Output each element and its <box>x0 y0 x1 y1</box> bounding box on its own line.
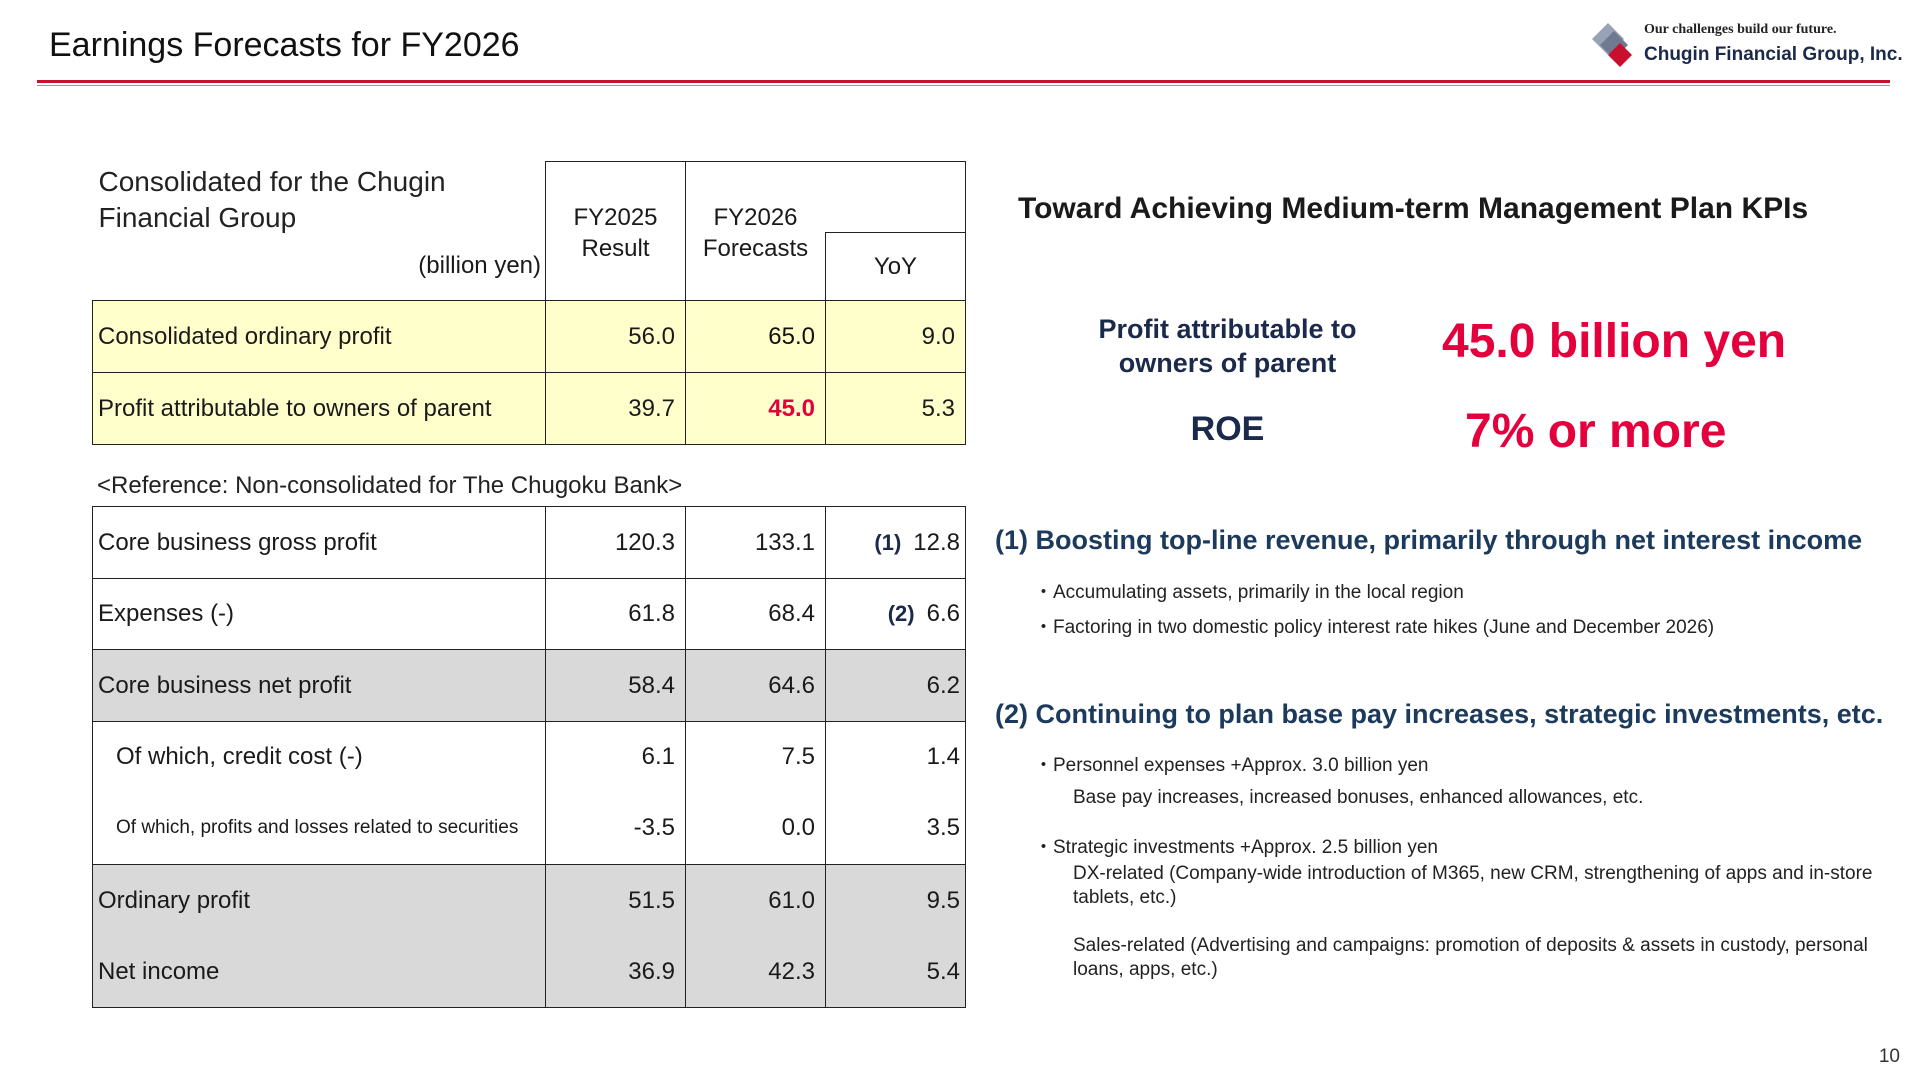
detail-text: Sales-related (Advertising and campaigns… <box>1073 935 1868 980</box>
non-consolidated-table: Core business gross profit 120.3 133.1 (… <box>92 506 966 1008</box>
row-label: Consolidated ordinary profit <box>92 300 546 373</box>
header-rule-thin <box>37 85 1890 86</box>
cell-yoy: 5.3 <box>825 372 966 445</box>
diamond-logo-icon <box>1592 23 1632 67</box>
company-tagline: Our challenges build our future. <box>1644 22 1837 37</box>
cell-fy2025: 51.5 <box>545 864 686 937</box>
cell-fy2026: 42.3 <box>685 936 826 1008</box>
consolidated-table: Consolidated for the Chugin Financial Gr… <box>92 161 966 445</box>
cell-fy2025: 58.4 <box>545 649 686 722</box>
cell-yoy: (2) 6.6 <box>825 578 966 650</box>
bullet-item: ・Personnel expenses +Approx. 3.0 billion… <box>1034 755 1429 776</box>
cell-fy2025: 39.7 <box>545 372 686 445</box>
yoy-value: 6.6 <box>926 600 960 627</box>
col-header-blank <box>825 161 966 233</box>
cell-fy2025: 61.8 <box>545 578 686 650</box>
cell-fy2025: 120.3 <box>545 506 686 579</box>
row-label: Of which, credit cost (-) <box>92 721 546 793</box>
cell-yoy: 1.4 <box>825 721 966 793</box>
detail-text: DX-related (Company-wide introduction of… <box>1073 863 1873 908</box>
col-header-yoy: YoY <box>825 232 966 301</box>
row-label: Profit attributable to owners of parent <box>92 372 546 445</box>
cell-fy2026: 64.6 <box>685 649 826 722</box>
cell-yoy: 5.4 <box>825 936 966 1008</box>
row-label: Ordinary profit <box>92 864 546 937</box>
company-name: Chugin Financial Group, Inc. <box>1644 44 1903 65</box>
bullet-item: ・Strategic investments +Approx. 2.5 bill… <box>1034 837 1438 858</box>
row-label: Core business gross profit <box>92 506 546 579</box>
col-header-fy2025: FY2025 Result <box>545 161 686 301</box>
kpi-value-profit: 45.0 billion yen <box>1442 315 1787 368</box>
row-label: Expenses (-) <box>92 578 546 650</box>
row-label: Of which, profits and losses related to … <box>92 792 546 865</box>
ref-tag: (2) <box>887 601 915 626</box>
page-number: 10 <box>1878 1046 1900 1067</box>
cell-fy2026: 61.0 <box>685 864 826 937</box>
page-title: Earnings Forecasts for FY2026 <box>49 26 520 64</box>
cell-fy2026: 0.0 <box>685 792 826 865</box>
col-header-fy2026: FY2026 Forecasts <box>685 161 826 301</box>
cell-fy2026: 45.0 <box>685 372 826 445</box>
cell-yoy: 9.5 <box>825 864 966 937</box>
bullet-item: ・Accumulating assets, primarily in the l… <box>1034 582 1464 603</box>
section-heading-2: (2) Continuing to plan base pay increase… <box>995 699 1884 729</box>
detail-text: Base pay increases, increased bonuses, e… <box>1073 787 1644 808</box>
kpi-heading: Toward Achieving Medium-term Management … <box>1018 192 1809 225</box>
cell-fy2026: 7.5 <box>685 721 826 793</box>
kpi-label-profit: Profit attributable to owners of parent <box>1098 314 1357 378</box>
table-header-title-cell: Consolidated for the Chugin Financial Gr… <box>93 162 546 301</box>
bullet-item: ・Factoring in two domestic policy intere… <box>1034 617 1715 638</box>
cell-fy2025: 6.1 <box>545 721 686 793</box>
cell-fy2026: 68.4 <box>685 578 826 650</box>
row-label: Core business net profit <box>92 649 546 722</box>
kpi-value-roe: 7% or more <box>1465 405 1727 458</box>
section-heading-1: (1) Boosting top-line revenue, primarily… <box>995 525 1863 555</box>
cell-yoy: (1) 12.8 <box>825 506 966 579</box>
header-rule <box>37 80 1890 83</box>
table-title: Consolidated for the Chugin Financial Gr… <box>98 165 446 233</box>
cell-fy2025: 36.9 <box>545 936 686 1008</box>
row-label: Net income <box>92 936 546 1008</box>
ref-tag: (1) <box>874 529 902 555</box>
cell-fy2025: -3.5 <box>545 792 686 865</box>
cell-yoy: 3.5 <box>825 792 966 865</box>
unit-label: (billion yen) <box>418 251 541 279</box>
reference-note: <Reference: Non-consolidated for The Chu… <box>97 472 683 499</box>
yoy-value: 12.8 <box>913 528 960 556</box>
cell-fy2026: 133.1 <box>685 506 826 579</box>
cell-fy2026: 65.0 <box>685 300 826 373</box>
cell-yoy: 9.0 <box>825 300 966 373</box>
cell-fy2025: 56.0 <box>545 300 686 373</box>
cell-yoy: 6.2 <box>825 649 966 722</box>
kpi-label-roe: ROE <box>1190 410 1265 448</box>
